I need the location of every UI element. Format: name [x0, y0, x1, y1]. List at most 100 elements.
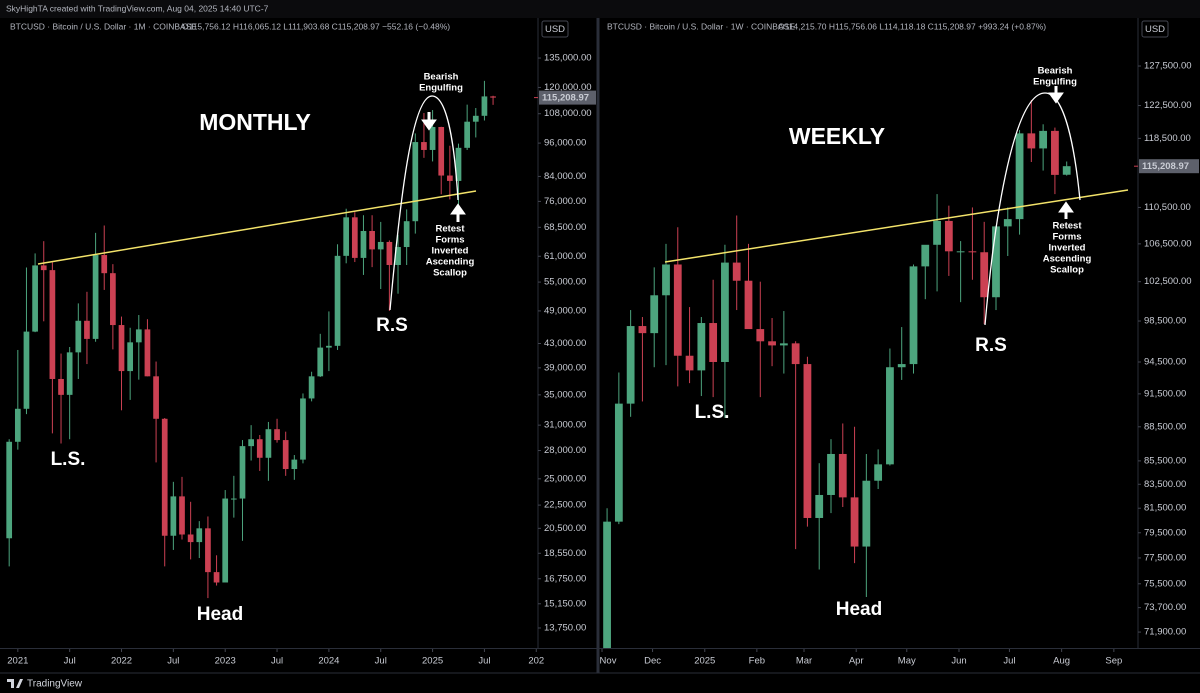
x-tick-label: 2023 [215, 656, 236, 667]
x-tick-label: Jul [1003, 656, 1015, 667]
candle-body [412, 142, 419, 222]
y-tick-label: 83,500.00 [1144, 479, 1186, 490]
currency-box[interactable] [1141, 20, 1169, 38]
candle-body [815, 494, 824, 518]
scallop-curve [984, 92, 1081, 326]
candle-body [626, 326, 635, 404]
x-tick-label: May [898, 656, 916, 667]
candle-body [66, 352, 73, 395]
candle-body [395, 247, 401, 265]
x-tick-label: Jun [951, 656, 966, 667]
y-tick-label: 31,000.00 [544, 420, 586, 431]
y-tick-label: 43,000.00 [544, 338, 586, 349]
y-tick-label: 68,500.00 [544, 222, 586, 233]
candle-body [170, 496, 177, 536]
candle-body [638, 326, 647, 334]
candle-body [429, 127, 436, 150]
right-shoulder: R.S [975, 335, 1007, 356]
note-line: Scallop [1050, 265, 1084, 276]
y-tick-label: 16,750.00 [544, 573, 586, 584]
currency-box[interactable] [541, 20, 569, 38]
candle-body [135, 329, 142, 343]
candle-body [768, 341, 776, 346]
y-tick-label: 49,000.00 [544, 305, 586, 316]
y-tick-label: 122,500.00 [1144, 100, 1192, 111]
y-tick-label: 39,000.00 [544, 362, 586, 373]
candle-body [239, 446, 246, 499]
candle-body [110, 273, 116, 326]
y-tick-label: 22,500.00 [544, 500, 586, 511]
candle-body [709, 323, 718, 362]
x-tick-label: Nov [600, 656, 617, 667]
y-tick-label: 18,550.00 [544, 548, 586, 559]
x-tick-label: 202 [528, 656, 544, 667]
candle-body [1039, 130, 1048, 149]
candle-body [144, 329, 151, 377]
candle-body [944, 220, 953, 252]
right-shoulder: R.S [376, 315, 408, 336]
y-tick-label: 25,000.00 [544, 473, 586, 484]
candle-body [1051, 130, 1059, 175]
note-line: Retest [435, 224, 465, 235]
y-tick-label: 13,750.00 [544, 622, 586, 633]
top-bar [0, 0, 1200, 18]
symbol-title: BTCUSD · Bitcoin / U.S. Dollar · 1M · CO… [10, 21, 197, 31]
x-tick-label: Dec [644, 656, 661, 667]
last-price-label: 115,208.97 [1142, 161, 1189, 172]
note-line: Ascending [1043, 254, 1092, 265]
candle-body [369, 230, 375, 250]
candle-body [921, 244, 930, 267]
candle-body [213, 572, 220, 583]
y-tick-label: 127,500.00 [1144, 61, 1192, 72]
note-line: Inverted [432, 246, 469, 257]
candle-body [300, 398, 306, 460]
candle-body [455, 147, 462, 181]
last-price-label: 115,208.97 [542, 93, 589, 104]
candle-body [256, 439, 263, 458]
x-tick-label: 2024 [318, 656, 339, 667]
y-tick-label: 106,500.00 [1144, 238, 1192, 249]
left-shoulder: L.S. [695, 402, 730, 423]
candle-body [161, 418, 168, 536]
candle-body [827, 453, 835, 495]
x-tick-label: Sep [1105, 656, 1122, 667]
currency[interactable]: USD [1145, 24, 1165, 35]
candle-body [84, 320, 90, 339]
note-line: Retest [1052, 221, 1082, 232]
y-tick-label: 94,500.00 [1144, 357, 1186, 368]
candle-body [205, 528, 211, 573]
currency[interactable]: USD [545, 24, 565, 35]
y-tick-label: 77,500.00 [1144, 552, 1186, 563]
candle-body [23, 331, 30, 409]
candle-body [326, 345, 332, 348]
candle-body [317, 347, 324, 377]
note-line: Bearish [1038, 66, 1073, 77]
logo[interactable] [7, 679, 23, 688]
candle-body [343, 217, 350, 256]
candle-body [92, 255, 99, 339]
candle-body [386, 241, 393, 265]
y-tick-label: 98,500.00 [1144, 316, 1186, 327]
candle-body [791, 343, 800, 365]
note-line: Forms [1052, 232, 1081, 243]
candle-body [40, 265, 47, 271]
axes: 135,000.00 120,000.00 108,000.00 96,000.00 8… [7, 53, 1199, 667]
x-tick-label: Jul [478, 656, 490, 667]
candle-body [334, 255, 341, 346]
y-tick-label: 88,500.00 [1144, 421, 1186, 432]
y-tick-label: 71,900.00 [1144, 627, 1186, 638]
candle-body [230, 498, 237, 500]
arrow-up [450, 203, 466, 222]
brand[interactable]: TradingView [27, 679, 83, 690]
candle-body [650, 295, 659, 334]
candle-body [992, 226, 1000, 298]
scallop-curve [389, 95, 459, 311]
candle-body [32, 265, 38, 332]
candle-body [472, 115, 479, 122]
candle-body [49, 270, 56, 379]
x-tick-label: 2025 [694, 656, 715, 667]
candle-body [101, 255, 108, 274]
candle-body [282, 440, 289, 470]
candle-body [756, 329, 765, 342]
candle-body [897, 364, 906, 368]
